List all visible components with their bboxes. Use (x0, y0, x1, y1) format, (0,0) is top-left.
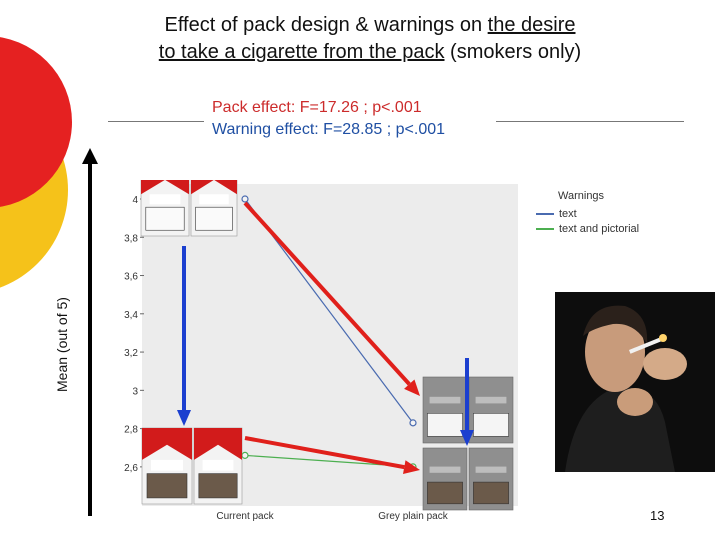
page-number: 13 (650, 508, 665, 523)
legend-title: Warnings (558, 190, 605, 202)
y-tick-label: 3,6 (124, 272, 138, 283)
warning-effect-stat: Warning effect: F=28.85 ; p<.001 (212, 121, 446, 138)
legend-item-pictorial: text and pictorial (536, 223, 639, 235)
title-line2-underlined: to take a cigarette from the pack (158, 41, 445, 63)
pack-effect-arrow-pictorial (244, 436, 420, 475)
y-tick-label: 2,8 (124, 425, 138, 436)
legend-swatch-pictorial (536, 228, 554, 231)
grey-plain-pack-pictorial-warning-image (468, 447, 514, 511)
y-tick-label: 3,4 (124, 310, 138, 321)
red-circle (0, 37, 72, 207)
y-tick-label: 4 (132, 195, 138, 206)
legend-item-text: text (536, 208, 577, 220)
y-axis-ticks: 2,6 2,8 3 3,2 3,4 3,6 3,8 4 (124, 195, 144, 474)
mean-axis-arrow (82, 148, 98, 516)
y-tick-label: 3 (132, 386, 138, 397)
warning-effect-arrow-plain (460, 358, 474, 446)
effect-arrows (177, 201, 474, 475)
x-category-label: Grey plain pack (378, 511, 448, 522)
legend-swatch-text (536, 213, 554, 216)
x-axis-labels: Current pack Grey plain pack (216, 511, 448, 522)
warning-effect-arrow-current (177, 246, 191, 426)
divider-right (496, 121, 684, 122)
marlboro-pack-text-warning-image (140, 180, 190, 237)
marlboro-pack-text-warning-image (190, 180, 238, 237)
decorative-circles (0, 37, 72, 288)
title-line1-prefix: Effect of pack design & warnings on (164, 14, 488, 36)
grey-plain-pack-text-warning-image (468, 376, 514, 444)
series-point (241, 195, 249, 203)
grey-plain-pack-text-warning-image (422, 376, 468, 444)
grey-plain-pack-pictorial-warning-image (422, 447, 468, 511)
y-tick-label: 3,8 (124, 233, 138, 244)
smoker-photo (555, 292, 715, 472)
pack-effect-arrow-text (243, 201, 420, 396)
legend-label-text: text (559, 208, 577, 220)
marlboro-pack-pictorial-warning-image (193, 427, 243, 505)
pack-effect-stat: Pack effect: F=17.26 ; p<.001 (212, 99, 422, 116)
title-line2-suffix: (smokers only) (444, 41, 582, 63)
y-tick-label: 3,2 (124, 348, 138, 359)
line-chart: 2,6 2,8 3 3,2 3,4 3,6 3,8 4 Current pack Grey pl… (124, 180, 518, 522)
divider-left (108, 121, 204, 122)
marlboro-pack-pictorial-warning-image (141, 427, 193, 505)
pack-images (140, 180, 514, 511)
slide-title: Effect of pack design & warnings on the … (60, 12, 680, 66)
legend-label-pictorial: text and pictorial (559, 223, 640, 235)
title-line1-underlined: the desire (487, 14, 576, 36)
y-tick-label: 2,6 (124, 463, 138, 474)
series-point (409, 419, 417, 427)
mean-axis-label: Mean (out of 5) (54, 297, 70, 392)
series-point (241, 451, 249, 459)
x-category-label: Current pack (216, 511, 274, 522)
